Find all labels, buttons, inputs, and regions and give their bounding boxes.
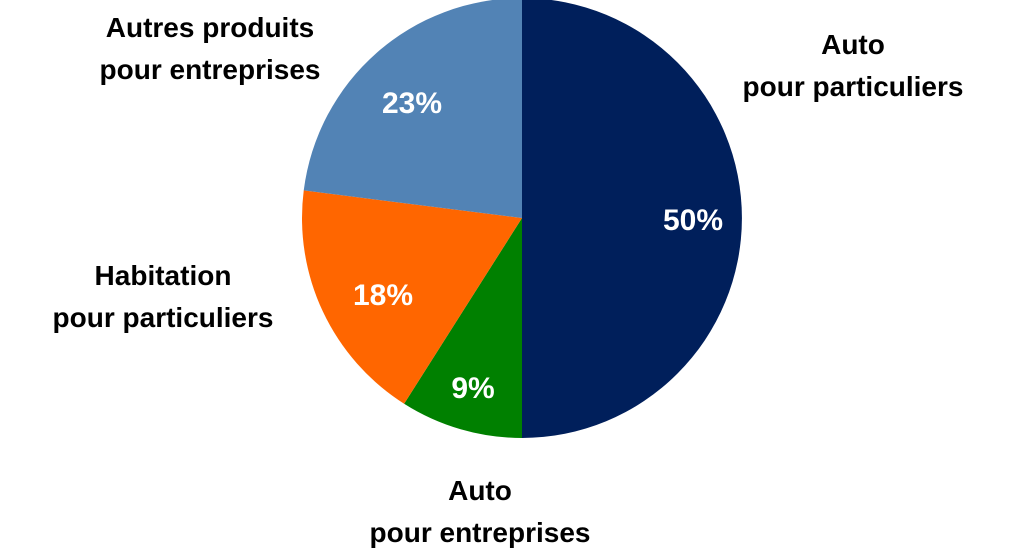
pie-slice (303, 0, 522, 218)
category-label-line: pour entreprises (370, 517, 591, 548)
category-label-line: pour entreprises (100, 54, 321, 85)
category-label-line: Autres produits (106, 12, 314, 43)
category-label-line: Auto (821, 29, 885, 60)
category-label: Habitation pour particuliers (53, 260, 274, 333)
category-label: Auto pour entreprises (370, 475, 591, 548)
pie-slice (404, 218, 522, 438)
value-label: 50% (663, 204, 723, 237)
pie-slice (302, 190, 522, 404)
category-label-line: pour particuliers (743, 71, 964, 102)
value-label: 9% (451, 372, 494, 405)
category-label-line: pour particuliers (53, 302, 274, 333)
value-label: 18% (353, 279, 413, 312)
value-label: 23% (382, 87, 442, 120)
category-label: Auto pour particuliers (743, 29, 964, 102)
category-label: Autres produits pour entreprises (100, 12, 321, 85)
pie-slice (522, 0, 742, 438)
category-label-line: Habitation (95, 260, 232, 291)
category-label-line: Auto (448, 475, 512, 506)
